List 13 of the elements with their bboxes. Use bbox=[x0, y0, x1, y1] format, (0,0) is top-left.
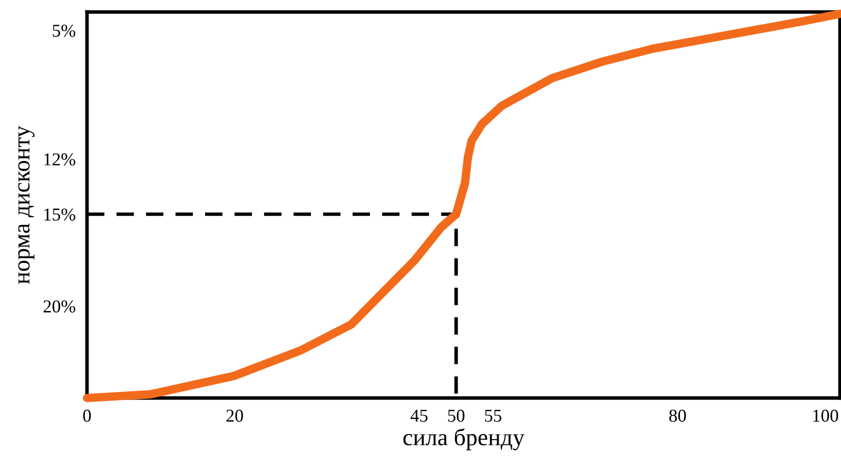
y-axis-title: норма дисконту bbox=[18, 126, 34, 284]
x-tick-label: 50 bbox=[448, 410, 464, 422]
y-tick-label: 5% bbox=[52, 24, 76, 37]
x-tick-label: 0 bbox=[83, 410, 91, 422]
x-tick-label: 100 bbox=[813, 410, 838, 422]
x-tick-label: 20 bbox=[226, 410, 243, 422]
y-tick-label: 20% bbox=[44, 300, 76, 313]
y-tick-label: 15% bbox=[44, 208, 76, 221]
x-tick-label: 45 bbox=[410, 410, 428, 422]
x-tick-label: 55 bbox=[485, 410, 502, 422]
x-tick-label: 80 bbox=[669, 410, 686, 422]
x-axis-title: сила бренду bbox=[403, 428, 524, 450]
y-tick-label: 12% bbox=[44, 153, 76, 166]
